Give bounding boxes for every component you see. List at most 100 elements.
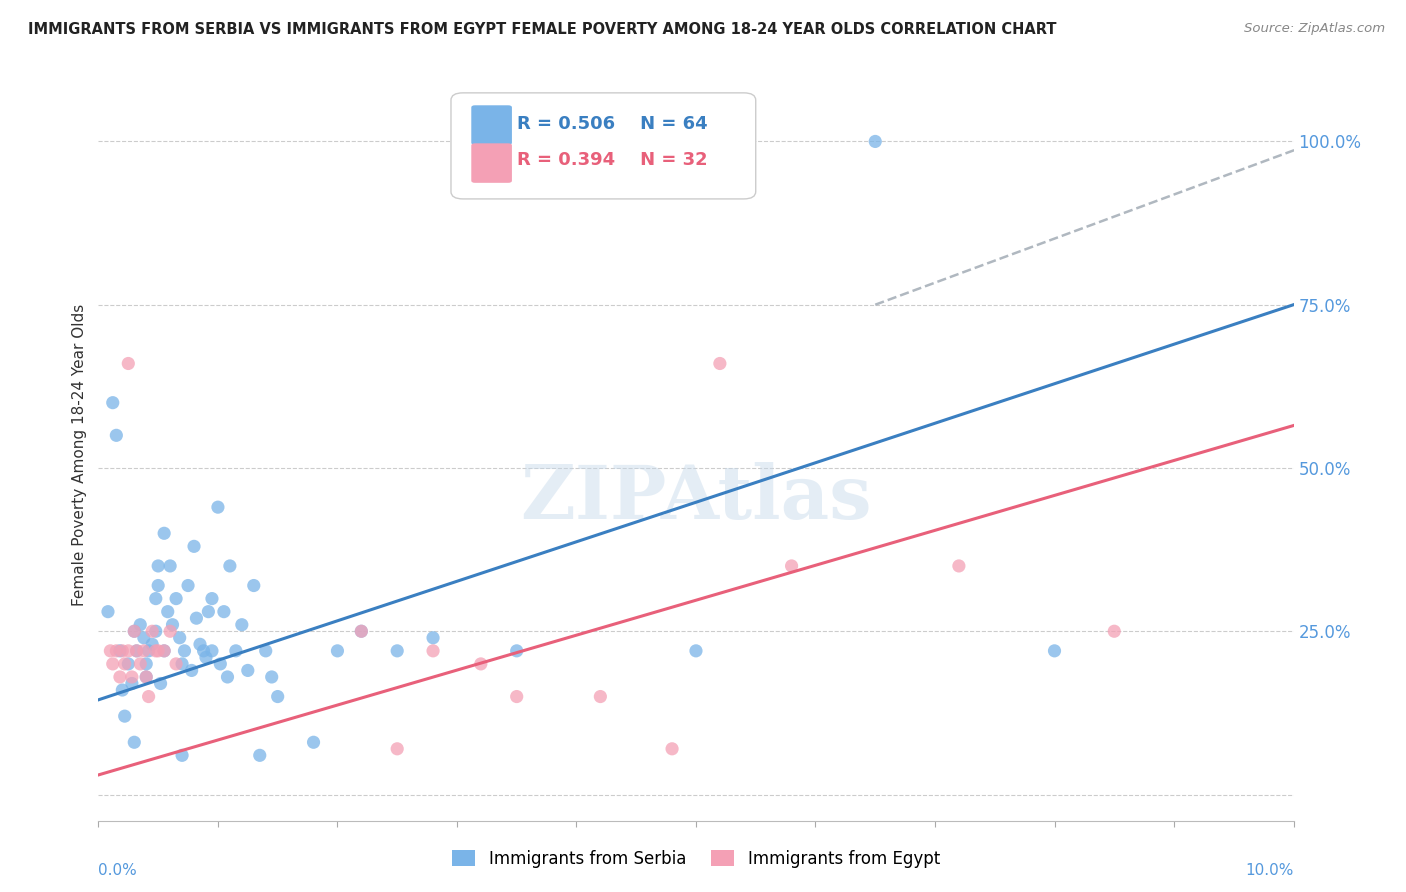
Point [145,624,167,639]
Point [129,617,152,632]
Point [124,624,146,639]
Point [385,741,409,756]
Point [172,748,194,763]
Point [267,690,290,704]
Point [117,644,139,658]
Point [105,428,128,442]
Point [138,690,160,704]
Text: ZIPAtlas: ZIPAtlas [520,462,872,535]
Point [153,644,176,658]
Point [135,670,157,684]
Point [173,644,195,658]
Point [260,670,283,684]
Point [149,676,172,690]
Point [148,644,170,658]
Point [125,644,148,658]
Point [159,624,181,639]
Point [188,637,211,651]
Point [422,631,444,645]
Point [117,657,139,671]
Point [1043,644,1066,658]
Point [114,709,136,723]
Point [231,617,253,632]
Point [207,500,229,515]
Point [101,657,124,671]
Point [243,578,266,592]
Text: R = 0.506    N = 64: R = 0.506 N = 64 [517,114,707,133]
Point [172,657,194,671]
Point [589,690,612,704]
Point [97,605,120,619]
Point [101,395,124,409]
Point [117,356,139,371]
Point [385,644,409,658]
Text: 0.0%: 0.0% [98,863,138,878]
Point [111,683,134,698]
Point [132,644,155,658]
Point [506,644,529,658]
Point [780,558,803,573]
Text: R = 0.394    N = 32: R = 0.394 N = 32 [517,151,707,169]
Point [217,670,239,684]
Point [105,644,128,658]
Y-axis label: Female Poverty Among 18-24 Year Olds: Female Poverty Among 18-24 Year Olds [72,304,87,606]
FancyBboxPatch shape [451,93,756,199]
Point [148,558,170,573]
Point [1104,624,1126,639]
Point [145,644,167,658]
Point [141,624,163,639]
Point [236,664,259,678]
Point [165,657,187,671]
FancyBboxPatch shape [471,105,512,145]
Point [186,611,208,625]
Point [350,624,373,639]
Point [114,657,136,671]
Point [209,657,232,671]
Point [183,539,205,553]
Point [180,664,202,678]
Text: IMMIGRANTS FROM SERBIA VS IMMIGRANTS FROM EGYPT FEMALE POVERTY AMONG 18-24 YEAR : IMMIGRANTS FROM SERBIA VS IMMIGRANTS FRO… [28,22,1057,37]
Point [302,735,325,749]
Point [121,670,143,684]
Point [153,644,176,658]
Point [225,644,247,658]
Point [165,591,187,606]
Point [135,670,157,684]
Point [153,526,176,541]
Point [195,650,218,665]
Point [141,637,163,651]
Point [470,657,492,671]
Point [197,605,219,619]
Point [111,644,134,658]
Text: Source: ZipAtlas.com: Source: ZipAtlas.com [1244,22,1385,36]
Point [193,644,215,658]
Point [177,578,200,592]
Point [169,631,191,645]
Point [201,644,224,658]
Point [100,644,122,658]
Point [124,624,146,639]
Point [125,644,148,658]
Point [326,644,349,658]
Point [350,624,373,639]
Point [661,741,683,756]
Point [948,558,970,573]
Point [135,657,157,671]
Point [212,605,235,619]
Point [865,135,887,149]
Point [201,591,224,606]
Point [162,617,184,632]
Point [108,670,131,684]
Point [124,735,146,749]
Point [121,676,143,690]
Point [108,644,131,658]
Point [506,690,529,704]
Legend: Immigrants from Serbia, Immigrants from Egypt: Immigrants from Serbia, Immigrants from … [446,843,946,874]
Text: 10.0%: 10.0% [1246,863,1294,878]
Point [219,558,242,573]
Point [145,591,167,606]
Point [159,558,181,573]
Point [254,644,277,658]
Point [138,644,160,658]
Point [129,657,152,671]
